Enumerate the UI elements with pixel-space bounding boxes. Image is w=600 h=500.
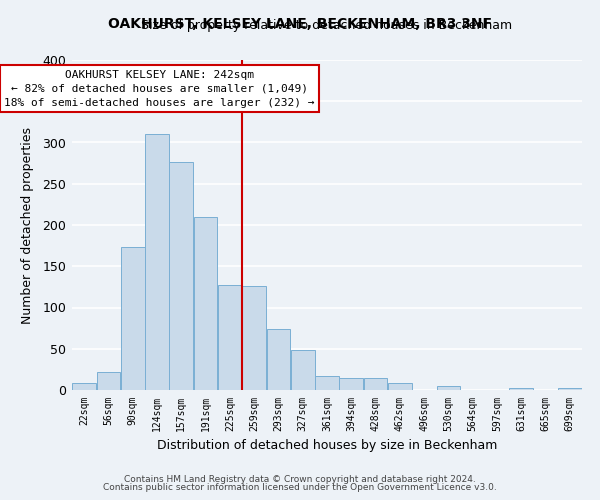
- Bar: [364, 378, 388, 390]
- Bar: [291, 350, 314, 390]
- Bar: [242, 286, 266, 390]
- Bar: [315, 376, 339, 390]
- Text: Contains HM Land Registry data © Crown copyright and database right 2024.: Contains HM Land Registry data © Crown c…: [124, 475, 476, 484]
- Bar: [388, 382, 412, 390]
- Title: Size of property relative to detached houses in Beckenham: Size of property relative to detached ho…: [142, 20, 512, 32]
- Bar: [509, 388, 533, 390]
- Bar: [218, 285, 242, 390]
- Bar: [121, 248, 145, 390]
- Bar: [97, 372, 121, 390]
- Bar: [340, 378, 363, 390]
- Bar: [145, 134, 169, 390]
- Text: Contains public sector information licensed under the Open Government Licence v3: Contains public sector information licen…: [103, 484, 497, 492]
- Bar: [169, 162, 193, 390]
- Bar: [558, 388, 582, 390]
- Bar: [266, 329, 290, 390]
- X-axis label: Distribution of detached houses by size in Beckenham: Distribution of detached houses by size …: [157, 439, 497, 452]
- Bar: [437, 386, 460, 390]
- Y-axis label: Number of detached properties: Number of detached properties: [21, 126, 34, 324]
- Bar: [194, 217, 217, 390]
- Text: OAKHURST, KELSEY LANE, BECKENHAM, BR3 3NF: OAKHURST, KELSEY LANE, BECKENHAM, BR3 3N…: [108, 18, 492, 32]
- Text: OAKHURST KELSEY LANE: 242sqm
← 82% of detached houses are smaller (1,049)
18% of: OAKHURST KELSEY LANE: 242sqm ← 82% of de…: [4, 70, 314, 108]
- Bar: [72, 384, 96, 390]
